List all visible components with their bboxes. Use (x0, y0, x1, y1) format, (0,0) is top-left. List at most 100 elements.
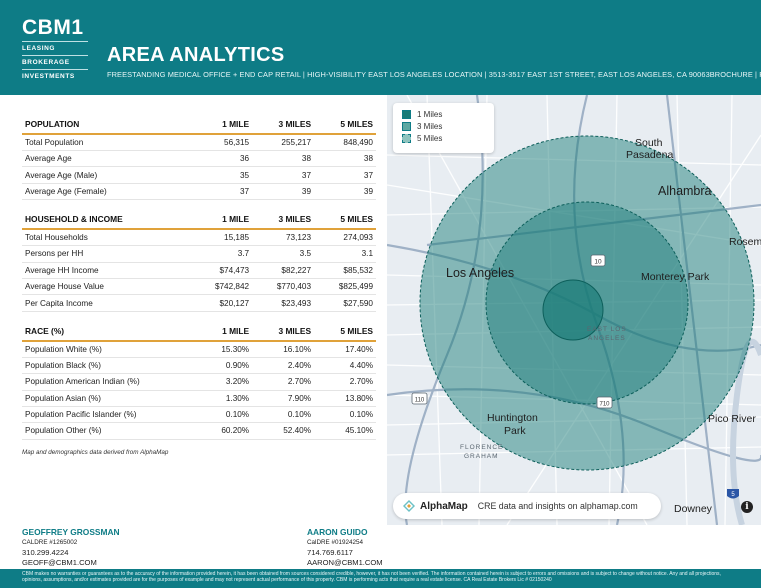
table-cell: 38 (252, 150, 315, 168)
table-cell: $85,532 (314, 262, 376, 279)
map-legend: 1 Miles 3 Miles 5 Miles (393, 103, 494, 153)
legend-item-5-miles: 5 Miles (402, 134, 494, 143)
row-label: Population Asian (%) (22, 390, 189, 407)
table-cell: 3.7 (188, 245, 253, 263)
table-header: HOUSEHOLD & INCOME (22, 211, 189, 231)
area-map[interactable]: 10 110 710 5 1 Miles 3 Miles 5 Miles Sou… (387, 95, 761, 525)
table-cell: 37 (252, 166, 315, 184)
svg-text:10: 10 (594, 259, 602, 266)
table-cell: 255,217 (252, 134, 315, 151)
freeway-shield-5: 5 (727, 489, 739, 499)
table-row: Average Age (Male) 35 37 37 (22, 166, 376, 184)
table-cell: $23,493 (252, 294, 315, 312)
table-cell: 7.90% (252, 390, 315, 407)
table-cell: $825,499 (314, 278, 376, 296)
table-cell: 39 (252, 183, 315, 201)
row-label: Population White (%) (22, 340, 189, 358)
table-cell: $20,127 (188, 294, 253, 312)
row-label: Total Population (22, 134, 189, 151)
row-label: Population Black (%) (22, 357, 189, 375)
contact-phone[interactable]: 714.769.6117 (307, 548, 353, 557)
alphamap-tagline: CRE data and insights on alphamap.com (477, 501, 638, 511)
table-header: 1 MILE (188, 116, 253, 135)
table-cell: 0.10% (252, 406, 315, 424)
contact-geoffrey-grossman: GEOFFREY GROSSMAN CALDRE #1265002 310.29… (22, 527, 120, 568)
row-label: Average Age (22, 150, 189, 168)
map-label-south-pasadena-1: South (635, 137, 663, 149)
cbm1-logo: CBM1 LEASING BROKERAGE INVESTMENTS (22, 16, 92, 82)
alphamap-name: AlphaMap (420, 500, 468, 512)
map-label-florence-1: FLORENCE- (460, 444, 507, 451)
map-label-huntington-1: Huntington (487, 412, 538, 424)
map-label-downey: Downey (674, 503, 712, 515)
table-cell: 1.30% (188, 390, 253, 407)
map-label-alhambra: Alhambra (658, 184, 712, 198)
table-cell: 15,185 (188, 229, 253, 247)
table-cell: $770,403 (252, 278, 315, 296)
logo-line-investments: INVESTMENTS (22, 73, 75, 80)
table-row: Population American Indian (%) 3.20% 2.70%… (22, 373, 376, 391)
row-label: Per Capita Income (22, 294, 189, 312)
table-cell: 13.80% (314, 390, 376, 407)
table-row: Population Black (%) 0.90% 2.40% 4.40% (22, 357, 376, 375)
table-header-row: POPULATION 1 MILE 3 MILES 5 MILES (22, 116, 376, 135)
table-header: RACE (%) (22, 322, 189, 342)
svg-text:110: 110 (415, 398, 425, 404)
freeway-shield-710: 710 (596, 396, 613, 409)
map-label-east-la-2: ANGELES (588, 335, 626, 342)
table-row: Per Capita Income $20,127 $23,493 $27,590 (22, 294, 376, 312)
table-header: 3 MILES (252, 116, 315, 135)
radius-1-mile (542, 279, 604, 341)
table-cell: 15.30% (188, 340, 253, 358)
table-row: Population Other (%) 60.20% 52.40% 45.10% (22, 422, 376, 440)
table-cell: 52.40% (252, 422, 315, 440)
table-row: Average House Value $742,842 $770,403 $825,… (22, 278, 376, 296)
logo-mark: CBM1 (22, 16, 84, 39)
table-header: 5 MILES (314, 116, 376, 135)
legend-item-1-mile: 1 Miles (402, 110, 494, 119)
table-cell: 60.20% (188, 422, 253, 440)
data-source-note: Map and demographics data derived from A… (22, 448, 169, 456)
table-header-row: RACE (%) 1 MILE 3 MILES 5 MILES (22, 322, 376, 342)
legend-swatch (402, 122, 411, 131)
population-table: POPULATION 1 MILE 3 MILES 5 MILES Total … (22, 116, 376, 201)
table-cell: 2.70% (314, 373, 376, 391)
table-header: POPULATION (22, 116, 189, 135)
table-row: Average HH Income $74,473 $82,227 $85,532 (22, 262, 376, 279)
contact-email[interactable]: GEOFF@CBM1.COM (22, 558, 97, 567)
row-label: Average House Value (22, 278, 189, 296)
table-cell: $742,842 (188, 278, 253, 296)
svg-text:5: 5 (731, 492, 735, 498)
table-row: Population White (%) 15.30% 16.10% 17.40% (22, 340, 376, 358)
table-cell: 17.40% (314, 340, 376, 358)
household-income-table: HOUSEHOLD & INCOME 1 MILE 3 MILES 5 MILE… (22, 211, 376, 312)
table-cell: 0.90% (188, 357, 253, 375)
contact-phone[interactable]: 310.299.4224 (22, 548, 69, 557)
table-row: Population Asian (%) 1.30% 7.90% 13.80% (22, 390, 376, 407)
table-header: 5 MILES (314, 211, 376, 231)
table-cell: 35 (188, 166, 253, 184)
info-icon[interactable]: i (741, 501, 753, 513)
svg-text:710: 710 (599, 402, 610, 408)
row-label: Average HH Income (22, 262, 189, 279)
table-cell: 38 (314, 150, 376, 168)
contact-aaron-guido: AARON GUIDO CalDRE #01924254 714.769.611… (307, 527, 383, 568)
map-attribution[interactable]: AlphaMap CRE data and insights on alpham… (393, 493, 661, 519)
table-header: 1 MILE (188, 322, 253, 342)
freeway-shield-10: 10 (590, 254, 606, 267)
table-cell: 0.10% (188, 406, 253, 424)
logo-line-leasing: LEASING (22, 45, 56, 52)
legal-disclaimer: CBM makes no warranties or guarantees as… (0, 569, 761, 588)
row-label: Average Age (Female) (22, 183, 189, 201)
map-label-huntington-2: Park (504, 425, 526, 437)
table-row: Persons per HH 3.7 3.5 3.1 (22, 245, 376, 263)
contact-email[interactable]: AARON@CBM1.COM (307, 558, 383, 567)
demographics-tables: POPULATION 1 MILE 3 MILES 5 MILES Total … (22, 116, 376, 456)
table-row: Total Households 15,185 73,123 274,093 (22, 229, 376, 247)
table-header-row: HOUSEHOLD & INCOME 1 MILE 3 MILES 5 MILE… (22, 211, 376, 231)
contact-name: AARON GUIDO (307, 527, 368, 537)
alphamap-logo-icon (403, 500, 415, 512)
table-cell: 3.20% (188, 373, 253, 391)
contact-license: CalDRE #01924254 (307, 539, 364, 546)
